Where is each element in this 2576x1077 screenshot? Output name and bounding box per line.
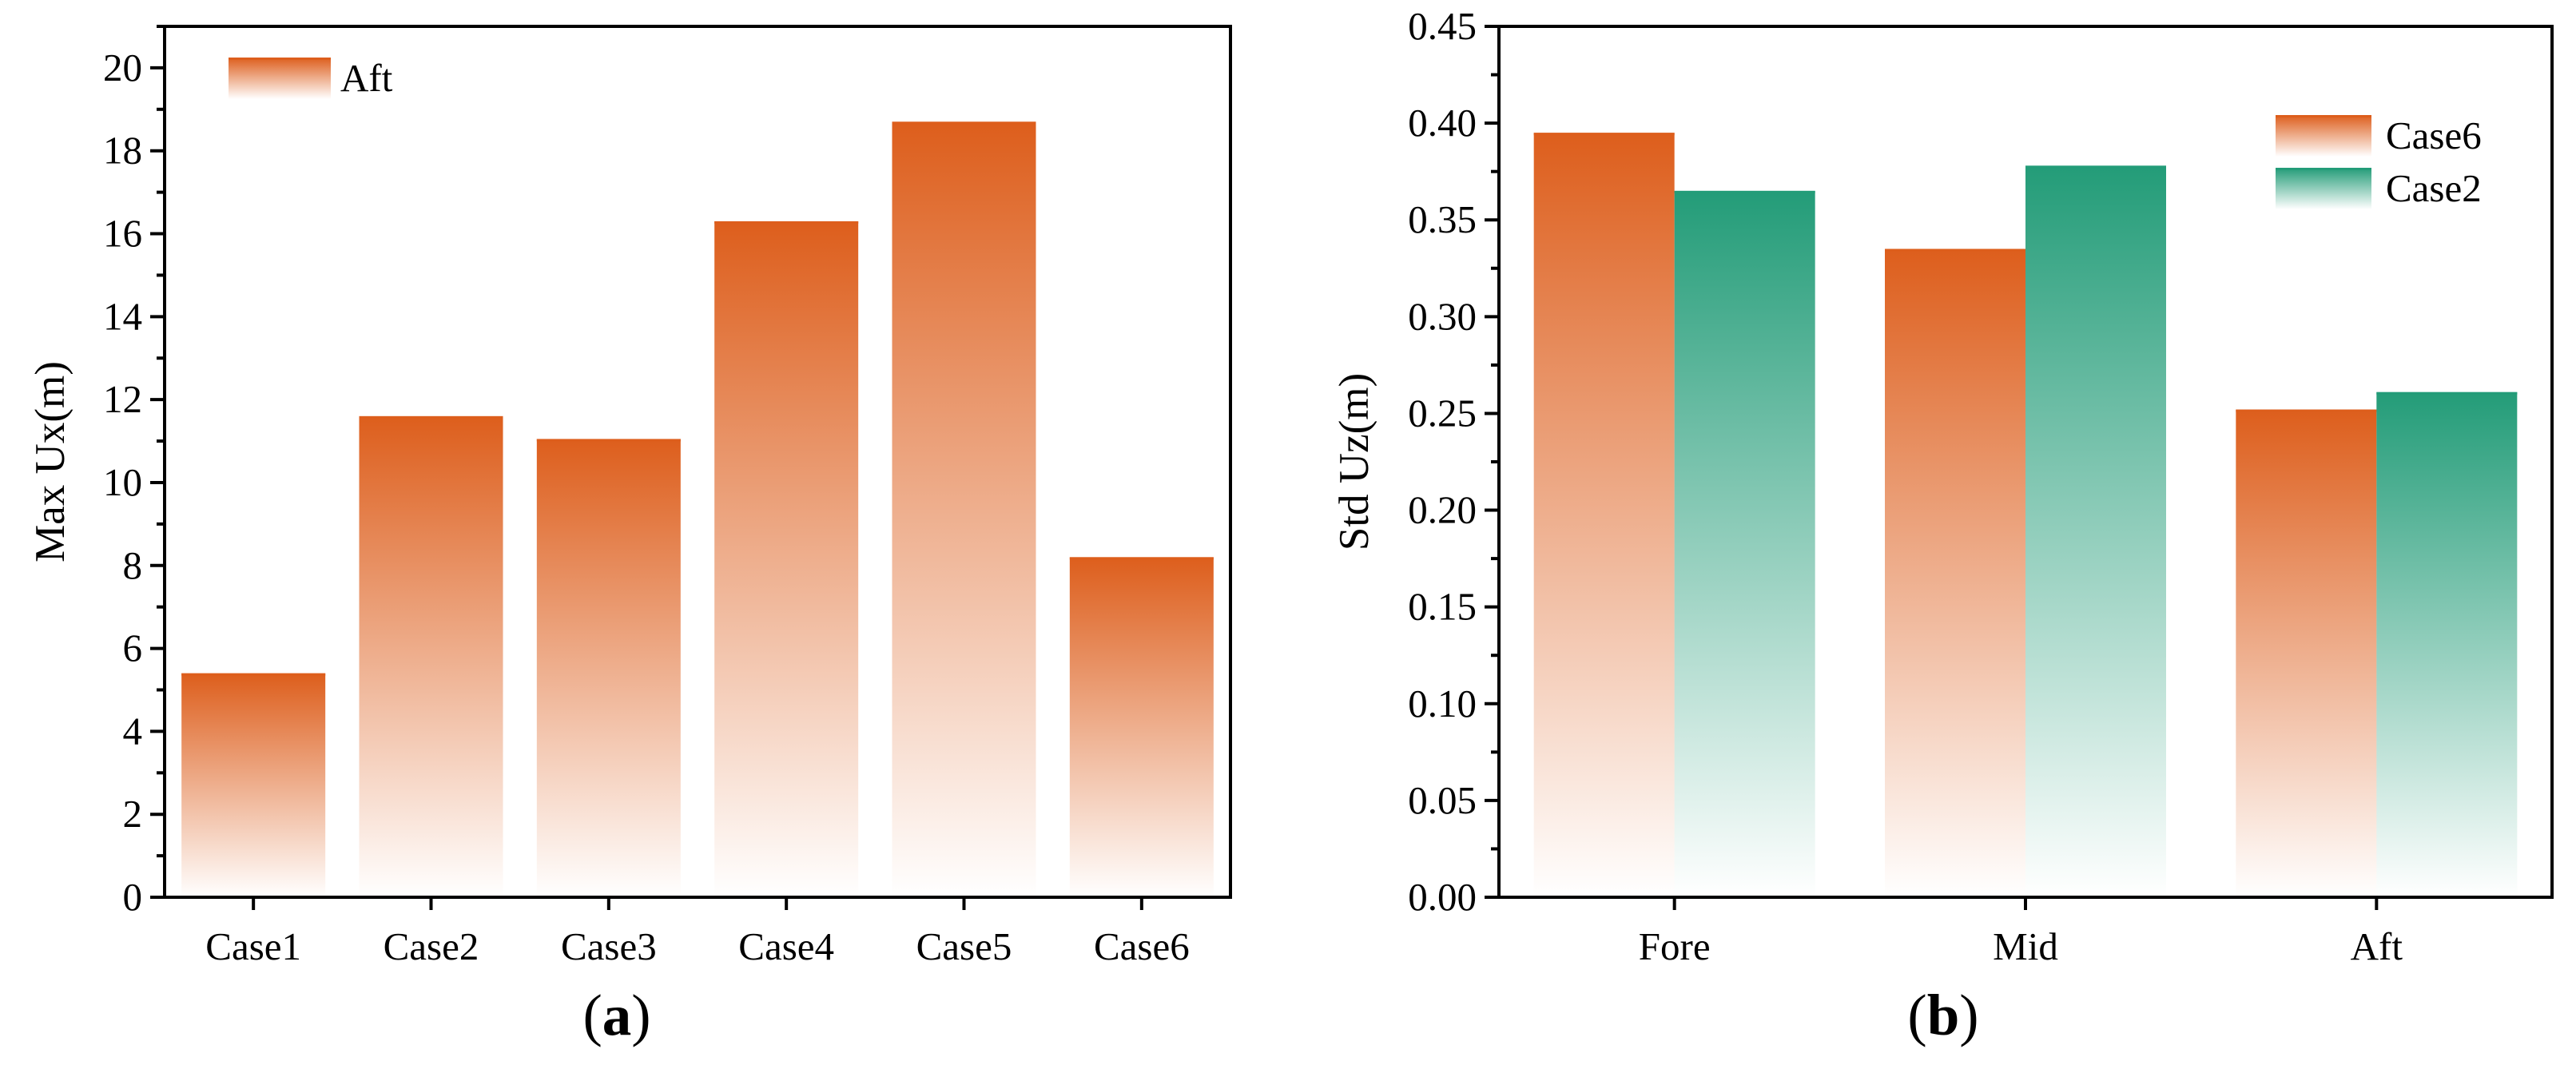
panel-b-bars bbox=[1533, 133, 2518, 897]
panel-b-x-tick-label: Fore bbox=[1639, 924, 1711, 968]
panel-a-y-tick-label: 20 bbox=[103, 46, 142, 89]
panel-a-bar-top-aft-case1 bbox=[181, 673, 326, 676]
panel-a-y-tick-label: 10 bbox=[103, 460, 142, 504]
panel-b-bar-top-case2-fore bbox=[1674, 190, 1815, 193]
panel-b-y-tick-label: 0.45 bbox=[1408, 4, 1477, 48]
panel-a-y-axis-title: Max Ux(m) bbox=[27, 361, 74, 562]
panel-a-y-axis-ticks: 0 2 4 6 8 10 12 14 16 18 20 bbox=[103, 25, 165, 919]
panel-b-y-tick-label: 0.20 bbox=[1408, 488, 1477, 532]
panel-b-bar-top-case2-aft bbox=[2376, 391, 2518, 395]
panel-a-legend-swatch-edge bbox=[229, 58, 331, 60]
panel-a-x-tick-label: Case1 bbox=[205, 924, 301, 968]
panel-b-bar-top-case6-aft bbox=[2236, 409, 2377, 412]
panel-b-x-tick-label: Mid bbox=[1993, 924, 2058, 968]
panel-b-y-tick-label: 0.30 bbox=[1408, 294, 1477, 338]
panel-b-y-tick-label: 0.35 bbox=[1408, 197, 1477, 241]
panel-b-plot-frame bbox=[1497, 25, 2554, 899]
panel-b-bar-case2-aft bbox=[2376, 391, 2518, 897]
panel-a-y-tick-label: 18 bbox=[103, 129, 142, 173]
panel-b-legend-label-case6: Case6 bbox=[2386, 113, 2482, 157]
panel-a-bars bbox=[181, 121, 1214, 897]
panel-b-y-tick-label: 0.15 bbox=[1408, 585, 1477, 629]
panel-a-bar-top-aft-case3 bbox=[536, 439, 681, 442]
panel-b-bar-case6-mid bbox=[1885, 248, 2025, 897]
panel-b-y-tick-label: 0.05 bbox=[1408, 778, 1477, 822]
panel-a-x-tick-label: Case6 bbox=[1094, 924, 1190, 968]
panel-a-y-tick-label: 8 bbox=[123, 543, 143, 587]
panel-b-bar-top-case6-mid bbox=[1885, 248, 2025, 252]
panel-b-y-tick-label: 0.00 bbox=[1408, 875, 1477, 919]
panel-a-bar-top-aft-case5 bbox=[892, 121, 1036, 125]
panel-a-x-tick-label: Case4 bbox=[738, 924, 834, 968]
panel-a-plot-frame bbox=[163, 25, 1232, 899]
panel-b-bar-top-case6-fore bbox=[1533, 133, 1675, 136]
panel-a-bar-top-aft-case6 bbox=[1069, 557, 1214, 560]
panel-a-bar-top-aft-case2 bbox=[359, 415, 503, 419]
panel-b-legend: Case6 Case2 bbox=[2276, 113, 2482, 210]
panel-a-bar-aft-case5 bbox=[892, 121, 1036, 897]
panel-b-y-axis-ticks: 0.00 0.05 0.10 0.15 0.20 0.25 0.30 0.35 0.40 0.45 bbox=[1408, 4, 1499, 919]
panel-a-legend: Aft bbox=[229, 56, 393, 100]
panel-a-label: (a) bbox=[582, 983, 650, 1047]
panel-a-bar-aft-case1 bbox=[181, 673, 326, 897]
panel-b-bar-top-case2-mid bbox=[2025, 165, 2166, 169]
panel-a-x-tick-label: Case2 bbox=[384, 924, 479, 968]
panel-b-y-tick-label: 0.40 bbox=[1408, 101, 1477, 145]
panel-a-y-tick-label: 12 bbox=[103, 377, 142, 421]
panel-b-x-axis-ticks: Fore Mid Aft bbox=[1639, 897, 2403, 968]
panel-b-y-tick-label: 0.25 bbox=[1408, 391, 1477, 435]
panel-b-y-tick-label: 0.10 bbox=[1408, 682, 1477, 725]
panel-b-std-uz-chart: 0.00 0.05 0.10 0.15 0.20 0.25 0.30 0.35 0.40 0.45… bbox=[1331, 4, 2554, 1047]
panel-a-bar-aft-case3 bbox=[536, 439, 681, 897]
panel-a-legend-swatch-aft bbox=[229, 58, 331, 99]
panel-a-bar-top-aft-case4 bbox=[714, 221, 859, 224]
panel-a-legend-label-aft: Aft bbox=[340, 56, 393, 100]
panel-a-y-tick-label: 4 bbox=[123, 709, 143, 753]
panel-a-bar-aft-case2 bbox=[359, 415, 503, 897]
panel-a-bar-aft-case4 bbox=[714, 221, 859, 897]
panel-a-y-tick-label: 6 bbox=[123, 626, 143, 670]
panel-b-legend-label-case2: Case2 bbox=[2386, 166, 2482, 210]
panel-b-bar-case6-aft bbox=[2236, 409, 2377, 897]
panel-a-y-tick-label: 2 bbox=[123, 792, 143, 836]
panel-b-legend-swatch-edge bbox=[2276, 168, 2371, 170]
panel-a-y-tick-label: 16 bbox=[103, 212, 142, 256]
panel-b-legend-swatch-case2 bbox=[2276, 168, 2371, 209]
panel-a-y-tick-label: 14 bbox=[103, 294, 142, 338]
panel-b-y-axis-title: Std Uz(m) bbox=[1331, 373, 1377, 550]
panel-a-x-axis-ticks: Case1 Case2 Case3 Case4 Case5 Case6 bbox=[205, 897, 1190, 968]
panel-b-bar-case2-mid bbox=[2025, 165, 2166, 897]
panel-a-x-tick-label: Case5 bbox=[916, 924, 1012, 968]
panel-a-x-tick-label: Case3 bbox=[561, 924, 657, 968]
panel-b-x-tick-label: Aft bbox=[2351, 924, 2403, 968]
panel-b-label: (b) bbox=[1907, 983, 1978, 1047]
panel-b-legend-swatch-edge bbox=[2276, 115, 2371, 117]
panel-b-bar-case2-fore bbox=[1674, 190, 1815, 897]
panel-b-bar-case6-fore bbox=[1533, 133, 1675, 897]
panel-b-legend-swatch-case6 bbox=[2276, 115, 2371, 157]
panel-a-y-tick-label: 0 bbox=[123, 875, 143, 919]
panel-a-bar-aft-case6 bbox=[1069, 557, 1214, 897]
